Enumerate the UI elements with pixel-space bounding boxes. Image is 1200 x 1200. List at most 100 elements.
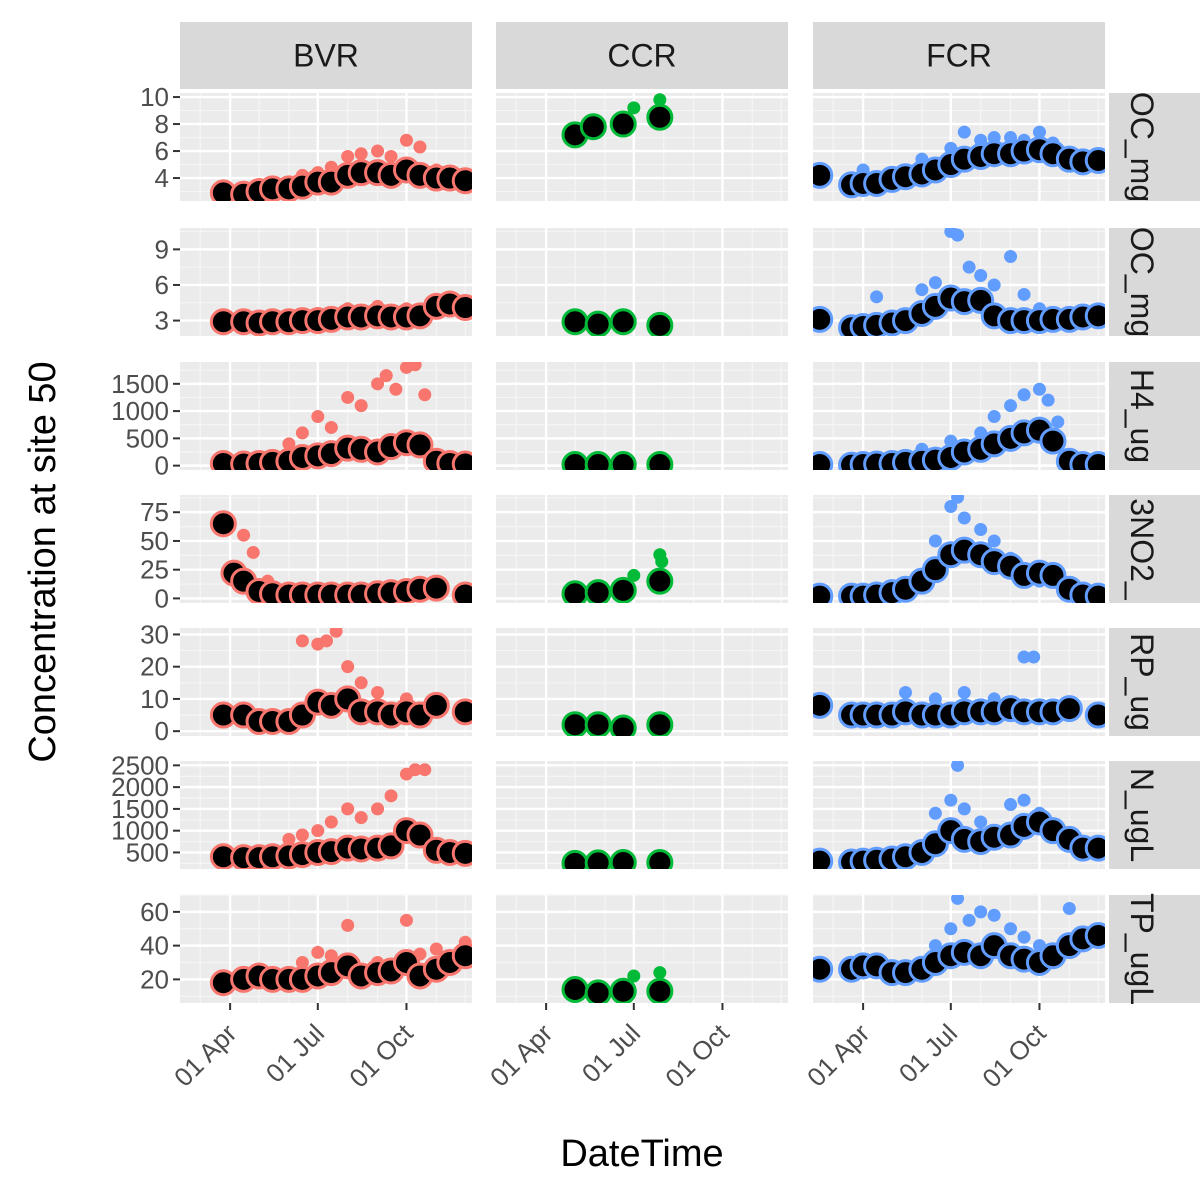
points-BVR: [209, 362, 472, 470]
mean-point-FCR: [1084, 582, 1105, 603]
panel-BVR-DOC_mgL: [180, 93, 472, 201]
obs-point-CCR: [653, 966, 667, 980]
obs-point-CCR: [655, 555, 669, 569]
y-tick-label: 8: [155, 109, 169, 139]
y-tick-label: 0: [155, 451, 169, 481]
obs-point-BVR: [418, 388, 432, 402]
points-FCR: [813, 895, 1105, 987]
obs-point-BVR: [311, 410, 325, 424]
y-tick-label: 500: [126, 423, 169, 453]
obs-point-CCR: [627, 568, 641, 582]
y-tick-label: 9: [155, 234, 169, 264]
obs-point-FCR: [974, 522, 988, 536]
obs-point-FCR: [974, 815, 988, 829]
obs-point-BVR: [324, 949, 338, 963]
obs-point-FCR: [944, 499, 958, 513]
mean-point-CCR: [584, 849, 612, 869]
points-CCR: [561, 548, 674, 603]
obs-point-BVR: [371, 144, 385, 158]
obs-point-FCR: [899, 685, 913, 699]
obs-point-FCR: [1032, 382, 1046, 396]
obs-point-BVR: [408, 362, 422, 372]
obs-point-BVR: [371, 685, 385, 699]
obs-point-BVR: [311, 945, 325, 959]
panel-BVR-TP_ugL: [180, 894, 472, 1003]
points-BVR: [209, 290, 472, 336]
y-tick-label: 0: [155, 583, 169, 613]
obs-point-FCR: [1004, 798, 1018, 812]
y-tick-label: 60: [140, 897, 169, 927]
col-strip-label: BVR: [293, 38, 359, 74]
y-axis-title: Concentration at site 50: [22, 361, 64, 762]
y-tick-label: 75: [140, 497, 169, 527]
mean-point-FCR: [813, 582, 834, 603]
x-axis-title: DateTime: [560, 1133, 723, 1175]
panel-background: [496, 93, 788, 201]
panel-background: [496, 628, 788, 736]
mean-point-BVR: [451, 839, 472, 867]
row-strip-background: [1109, 895, 1200, 1003]
mean-point-BVR: [451, 450, 472, 470]
obs-point-FCR: [944, 922, 958, 936]
mean-point-FCR: [1084, 147, 1105, 174]
row-strip-DOC_mgL: OC_mg: [1109, 92, 1200, 202]
mean-point-BVR: [406, 821, 434, 849]
mean-point-BVR: [422, 691, 450, 719]
obs-point-BVR: [319, 634, 333, 648]
y-tick-label: 20: [140, 652, 169, 682]
obs-point-FCR: [987, 410, 1001, 424]
mean-point-CCR: [561, 308, 589, 336]
obs-point-BVR: [371, 802, 385, 816]
obs-point-FCR: [987, 908, 1001, 922]
mean-point-CCR: [646, 567, 674, 595]
obs-point-FCR: [1017, 287, 1031, 301]
col-strip-background: [180, 22, 472, 89]
mean-point-CCR: [609, 110, 637, 138]
mean-point-CCR: [609, 576, 637, 603]
mean-point-FCR: [1084, 451, 1105, 470]
obs-point-FCR: [1017, 793, 1031, 807]
points-CCR: [561, 848, 674, 869]
obs-point-FCR: [974, 268, 988, 282]
panel-CCR-NH4_ugL: [496, 362, 788, 470]
obs-point-FCR: [962, 913, 976, 927]
obs-point-FCR: [1051, 415, 1065, 429]
mean-point-CCR: [579, 113, 607, 141]
mean-point-CCR: [561, 711, 589, 736]
obs-point-BVR: [295, 426, 309, 440]
obs-point-FCR: [928, 276, 942, 290]
obs-point-FCR: [957, 511, 971, 525]
obs-point-BVR: [237, 528, 251, 542]
obs-point-FCR: [928, 806, 942, 820]
x-tick-label: 01 Jul: [260, 1018, 330, 1088]
mean-point-CCR: [646, 977, 674, 1003]
obs-point-FCR: [957, 685, 971, 699]
mean-point-FCR: [813, 691, 834, 719]
mean-point-CCR: [609, 977, 637, 1003]
panel-BVR-TOC_mgL: [180, 228, 472, 336]
mean-point-CCR: [561, 849, 589, 869]
obs-point-BVR: [341, 660, 355, 674]
x-axis-BVR: 01 Apr 01 Jul 01 Oct: [168, 1003, 419, 1093]
points-FCR: [813, 125, 1105, 199]
points-FCR: [813, 761, 1105, 869]
obs-point-FCR: [1017, 650, 1031, 664]
obs-point-BVR: [354, 399, 368, 413]
mean-point-CCR: [609, 848, 637, 869]
panel-CCR-NO3NO2_ugL: [496, 495, 788, 603]
row-strip-TN_ugL: N_ugL: [1109, 761, 1200, 869]
col-strip-background: [813, 22, 1105, 89]
obs-point-BVR: [295, 956, 309, 969]
mean-point-CCR: [584, 711, 612, 736]
y-tick-label: 6: [155, 136, 169, 166]
mean-point-FCR: [1055, 695, 1083, 723]
panel-BVR-SRP_ugL: [180, 628, 472, 736]
obs-point-FCR: [928, 534, 942, 548]
mean-point-CCR: [561, 976, 589, 1003]
row-strip-background: [1109, 761, 1200, 869]
panel-FCR-SRP_ugL: [813, 628, 1105, 736]
